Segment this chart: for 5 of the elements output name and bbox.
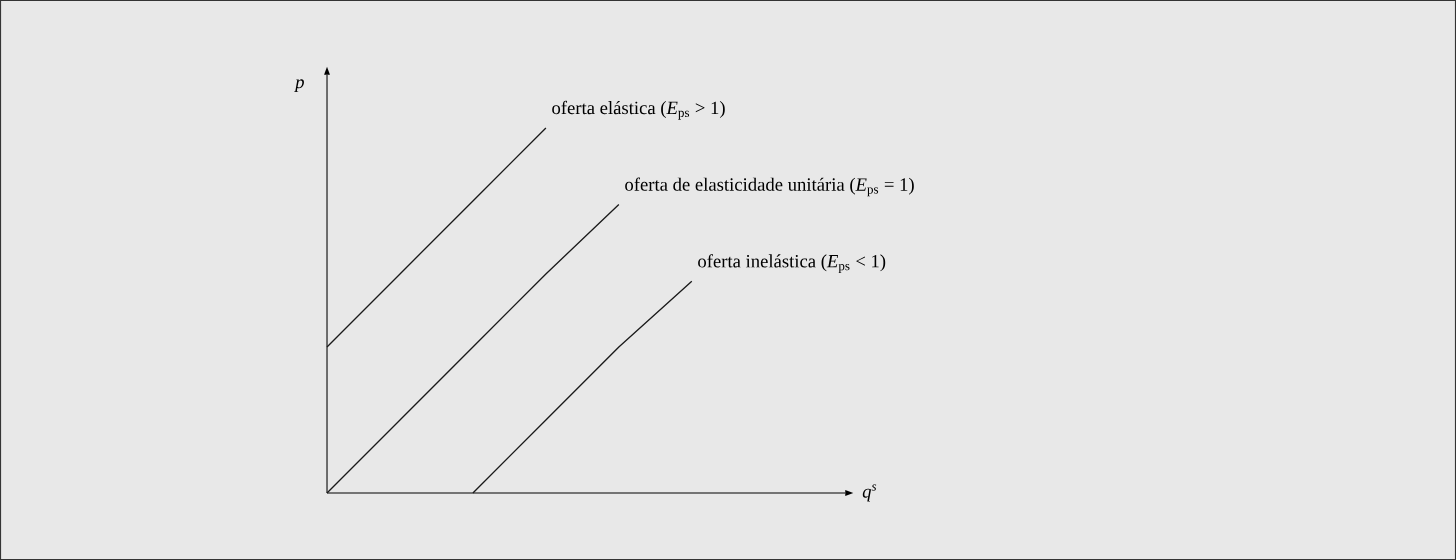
y-axis-title: p: [294, 79, 304, 93]
x-axis-title: q$^{s}$: [862, 484, 877, 502]
series-label: oferta elástica (E$_{ps}$ > 1): [552, 100, 725, 120]
series-label: oferta de elasticidade unitária (E$_{ps}$ = 1): [625, 177, 914, 197]
series-label: oferta inelástica (E$_{ps}$ < 1): [698, 254, 886, 273]
